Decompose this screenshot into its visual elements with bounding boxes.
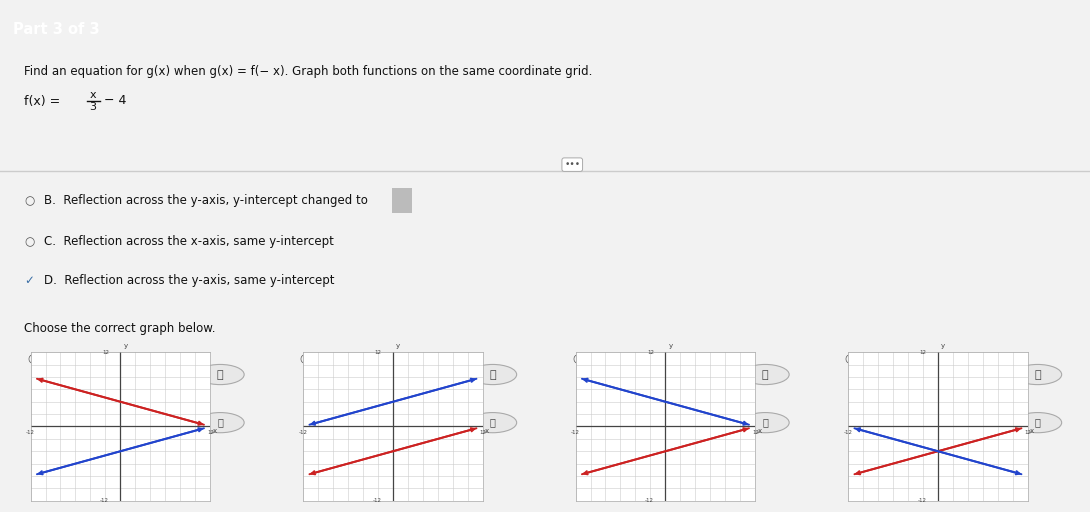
Text: -12: -12 <box>918 498 926 503</box>
Text: 12: 12 <box>102 350 109 355</box>
Bar <box>392 188 412 213</box>
Text: y: y <box>668 343 673 349</box>
Circle shape <box>1014 365 1062 385</box>
Text: 12: 12 <box>207 430 214 435</box>
Text: ⌕: ⌕ <box>1034 370 1041 379</box>
Text: y: y <box>123 343 128 349</box>
Circle shape <box>196 365 244 385</box>
Text: B.: B. <box>319 352 334 365</box>
Text: 12: 12 <box>647 350 654 355</box>
Text: Find an equation for g(x) when g(x) = f(− x). Graph both functions on the same c: Find an equation for g(x) when g(x) = f(… <box>24 65 592 78</box>
Text: -12: -12 <box>844 430 852 435</box>
Text: ✓: ✓ <box>24 274 34 287</box>
Text: ⌕: ⌕ <box>762 370 768 379</box>
Text: Part 3 of 3: Part 3 of 3 <box>13 22 99 37</box>
Text: 12: 12 <box>1025 430 1031 435</box>
Text: A.: A. <box>47 352 61 365</box>
Text: 3: 3 <box>89 102 96 112</box>
Text: ⌕: ⌕ <box>489 418 496 428</box>
Text: ○: ○ <box>27 352 37 365</box>
Text: Choose the correct graph below.: Choose the correct graph below. <box>24 322 216 335</box>
Text: -12: -12 <box>26 430 35 435</box>
Circle shape <box>741 413 789 433</box>
Text: -12: -12 <box>645 498 654 503</box>
Text: ⌕: ⌕ <box>489 370 496 379</box>
Text: ○: ○ <box>845 352 855 365</box>
Text: y: y <box>396 343 400 349</box>
Text: ⌕: ⌕ <box>217 418 223 428</box>
Text: D.  Reflection across the y-axis, same y-intercept: D. Reflection across the y-axis, same y-… <box>44 274 335 287</box>
Circle shape <box>469 413 517 433</box>
Text: ○: ○ <box>300 352 310 365</box>
Circle shape <box>741 365 789 385</box>
Text: x: x <box>758 429 762 435</box>
Text: x: x <box>89 90 96 100</box>
Text: 12: 12 <box>480 430 486 435</box>
Text: 12: 12 <box>375 350 382 355</box>
Text: B.  Reflection across the y-axis, y-intercept changed to: B. Reflection across the y-axis, y-inter… <box>44 194 367 207</box>
Text: -12: -12 <box>571 430 580 435</box>
Text: C.: C. <box>592 352 606 365</box>
Text: y: y <box>941 343 945 349</box>
Text: ⌕: ⌕ <box>762 418 768 428</box>
Text: -12: -12 <box>100 498 109 503</box>
Text: ○: ○ <box>24 194 34 207</box>
Text: ⌕: ⌕ <box>1034 418 1041 428</box>
Text: 12: 12 <box>920 350 926 355</box>
Text: C.  Reflection across the x-axis, same y-intercept: C. Reflection across the x-axis, same y-… <box>44 235 334 248</box>
Text: -12: -12 <box>373 498 382 503</box>
Text: ⌕: ⌕ <box>217 370 223 379</box>
Text: x: x <box>1030 429 1034 435</box>
Text: f(x) =: f(x) = <box>24 95 60 109</box>
Text: 12: 12 <box>752 430 759 435</box>
Text: •••: ••• <box>565 160 580 169</box>
Circle shape <box>1014 413 1062 433</box>
Circle shape <box>469 365 517 385</box>
Text: ○: ○ <box>572 352 582 365</box>
Text: D.: D. <box>864 352 880 365</box>
Text: -12: -12 <box>299 430 307 435</box>
Circle shape <box>196 413 244 433</box>
Text: x: x <box>485 429 489 435</box>
Text: − 4: − 4 <box>104 94 126 108</box>
Text: ○: ○ <box>24 235 34 248</box>
Text: x: x <box>213 429 217 435</box>
